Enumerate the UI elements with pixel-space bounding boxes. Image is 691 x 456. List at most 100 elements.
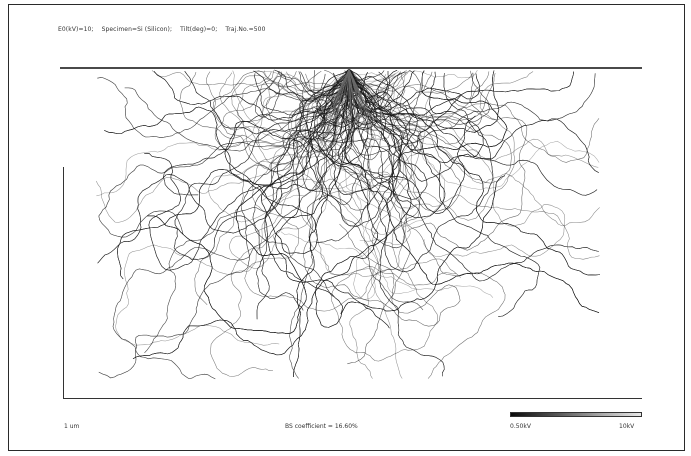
electron-trajectory: [347, 68, 494, 273]
electron-trajectory: [313, 68, 366, 124]
electron-trajectory: [231, 68, 417, 277]
electron-trajectory: [173, 68, 351, 320]
electron-trajectory: [277, 68, 350, 92]
electron-trajectory: [303, 68, 461, 327]
specimen-label: Specimen=Si (Silicon);: [101, 26, 173, 33]
electron-trajectory: [274, 68, 390, 329]
electron-trajectory: [244, 68, 461, 312]
entry-cone-line: [337, 68, 350, 109]
electron-trajectory: [348, 68, 481, 112]
electron-trajectory: [98, 68, 351, 238]
electron-trajectory: [288, 68, 356, 157]
electron-trajectory: [348, 68, 413, 379]
depth-axis: [63, 167, 64, 399]
electron-trajectory: [348, 68, 566, 257]
backscatter-coefficient: BS coefficient = 16.60%: [285, 423, 358, 430]
entry-cone-line: [348, 68, 384, 141]
electron-trajectory: [112, 68, 354, 380]
electron-trajectory: [98, 68, 352, 379]
electron-trajectory: [255, 68, 373, 127]
entry-cone-line: [333, 68, 350, 147]
entry-cone-line: [348, 68, 369, 135]
electron-trajectory: [194, 68, 350, 305]
electron-trajectory: [260, 68, 421, 202]
entry-cone-line: [323, 68, 350, 141]
electron-trajectory: [98, 68, 351, 238]
electron-trajectory: [348, 68, 445, 377]
electron-trajectory: [255, 68, 373, 127]
electron-trajectory: [314, 68, 424, 311]
electron-trajectory: [340, 68, 600, 260]
tilt-label: Tilt(deg)=0;: [180, 26, 218, 33]
electron-trajectory: [348, 68, 600, 190]
electron-trajectory: [338, 68, 428, 200]
electron-trajectory: [97, 68, 350, 138]
electron-trajectory: [173, 68, 351, 320]
electron-trajectory: [348, 68, 541, 317]
energy-colorbar: [510, 412, 642, 417]
electron-trajectory: [333, 68, 446, 218]
electron-trajectory: [257, 68, 350, 150]
electron-trajectory: [348, 68, 490, 127]
electron-trajectory: [348, 68, 528, 251]
electron-trajectory: [344, 68, 512, 184]
electron-trajectory: [115, 68, 350, 346]
electron-trajectory: [312, 69, 505, 328]
electron-trajectory: [144, 68, 355, 271]
electron-trajectory: [255, 68, 373, 127]
electron-trajectory: [348, 68, 484, 163]
electron-trajectory: [347, 68, 421, 365]
electron-trajectory: [124, 68, 411, 156]
electron-trajectory: [348, 68, 481, 112]
electron-trajectory: [324, 68, 462, 212]
electron-trajectory: [147, 68, 350, 334]
electron-trajectory: [173, 68, 351, 320]
electron-trajectory: [173, 68, 351, 320]
electron-trajectory: [348, 68, 421, 183]
electron-trajectory: [347, 68, 494, 273]
electron-trajectory: [348, 68, 541, 317]
electron-trajectory: [97, 68, 350, 138]
electron-trajectory: [342, 68, 600, 314]
electron-trajectory: [98, 68, 352, 379]
electron-trajectory: [208, 68, 350, 223]
entry-cone-line: [348, 68, 372, 128]
electron-trajectory: [219, 68, 350, 166]
electron-trajectory: [184, 68, 350, 135]
electron-trajectory: [124, 68, 411, 156]
electron-trajectory: [277, 68, 350, 92]
entry-cone-line: [348, 68, 356, 122]
electron-trajectory: [338, 68, 411, 245]
electron-trajectory: [348, 68, 600, 163]
electron-trajectory: [112, 68, 354, 380]
electron-trajectory: [212, 68, 350, 172]
entry-cone-line: [333, 68, 350, 105]
electron-trajectory: [348, 68, 481, 112]
electron-trajectory: [314, 68, 424, 311]
electron-trajectory: [317, 68, 403, 235]
electron-trajectory: [147, 68, 350, 334]
electron-trajectory: [314, 68, 384, 244]
electron-trajectory: [95, 68, 350, 223]
electron-trajectory: [104, 68, 357, 254]
electron-trajectory: [343, 68, 476, 214]
entry-cone-line: [319, 68, 350, 133]
electron-trajectory: [151, 68, 350, 102]
electron-trajectory: [147, 68, 350, 334]
electron-trajectory: [347, 68, 508, 151]
electron-trajectory: [293, 68, 350, 378]
electron-trajectory: [346, 68, 574, 125]
electron-trajectory: [311, 68, 403, 379]
electron-trajectory: [293, 68, 534, 221]
electron-trajectory: [314, 68, 424, 311]
electron-trajectory: [348, 68, 599, 173]
electron-trajectory: [347, 68, 494, 273]
electron-trajectory: [348, 68, 490, 132]
electron-trajectory: [316, 68, 500, 133]
electron-trajectory: [255, 68, 351, 311]
entry-cone-line: [346, 68, 350, 95]
electron-trajectory: [348, 68, 596, 148]
electron-trajectory: [147, 68, 350, 334]
scale-bar-label: 1 um: [64, 423, 80, 430]
